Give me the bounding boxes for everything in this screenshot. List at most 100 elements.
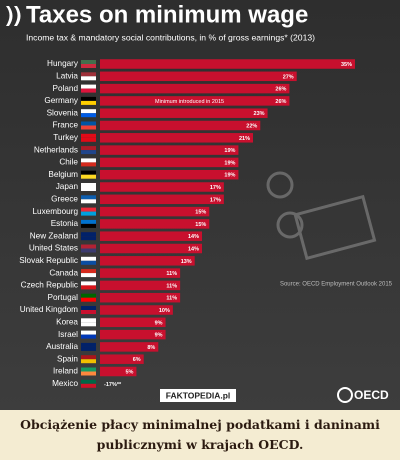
bar: [100, 108, 268, 118]
watermark-box: [160, 389, 236, 402]
value-label: 15%: [195, 222, 206, 228]
bar: [100, 206, 210, 217]
bar: [100, 342, 159, 352]
flag-top: [81, 355, 96, 360]
bar: [100, 354, 144, 364]
value-label: 27%: [283, 74, 294, 80]
flag-bottom: [81, 346, 96, 351]
flag-top: [81, 207, 96, 212]
bar: [100, 243, 202, 254]
bar: [100, 194, 224, 205]
y-tick-label: Germany: [44, 96, 79, 105]
value-label: 10%: [159, 308, 170, 314]
chart: Taxes on minimum wage Income tax & manda…: [0, 0, 400, 410]
y-tick-label: Luxembourg: [32, 207, 78, 216]
subtitle: Income tax & mandatory social contributi…: [26, 32, 315, 42]
y-tick-label: Spain: [57, 354, 78, 363]
bar: [100, 219, 210, 229]
bar: [100, 120, 261, 131]
value-label: 26%: [275, 99, 286, 105]
flag-top: [81, 281, 96, 286]
bar: [100, 133, 253, 143]
flag-top: [81, 318, 96, 323]
value-label: 19%: [224, 160, 235, 166]
y-tick-label: France: [53, 121, 79, 130]
flag-bottom: [81, 174, 96, 179]
bar: [100, 83, 290, 94]
flag-top: [81, 244, 96, 249]
flag-bottom: [81, 322, 96, 327]
y-tick-label: Belgium: [48, 170, 78, 179]
y-tick-label: United Kingdom: [20, 305, 78, 314]
value-label: 17%: [210, 197, 221, 203]
flag-top: [81, 330, 96, 335]
bar: [100, 71, 297, 82]
value-label: 17%: [210, 185, 221, 191]
bar: [100, 145, 239, 155]
bar: [100, 280, 181, 291]
caption: Obciążenie płacy minimalnej podatkami i …: [0, 410, 400, 460]
flag-top: [81, 158, 96, 163]
value-label: 19%: [224, 148, 235, 154]
flag-bottom: [81, 125, 96, 130]
flag-bottom: [81, 248, 96, 253]
y-tick-label: Czech Republic: [21, 281, 78, 290]
bar: [100, 329, 166, 340]
y-tick-label: United States: [29, 244, 78, 253]
flag-top: [81, 306, 96, 310]
y-tick-label: Latvia: [56, 71, 78, 80]
flag-top: [81, 293, 96, 298]
flag-bottom: [81, 137, 96, 142]
flag-bottom: [81, 199, 96, 204]
y-tick-label: Ireland: [53, 367, 78, 376]
logo-ring: [337, 387, 353, 403]
y-tick-label: Hungary: [47, 59, 79, 68]
value-label: 11%: [166, 296, 177, 302]
bar: [100, 182, 224, 192]
y-tick-label: New Zealand: [30, 231, 79, 240]
flag-top: [81, 269, 96, 274]
bar: [100, 231, 202, 241]
flag-bottom: [81, 236, 96, 241]
y-tick-label: Turkey: [53, 133, 79, 142]
y-tick-label: Mexico: [52, 379, 78, 388]
flag-top: [81, 96, 96, 101]
logo: OECD: [354, 388, 389, 402]
flag-bottom: [81, 150, 96, 155]
value-label: 9%: [155, 320, 163, 326]
y-tick-label: Slovenia: [47, 108, 79, 117]
flag-top: [81, 84, 96, 89]
flag-bottom: [81, 76, 96, 81]
flag-top: [81, 219, 96, 224]
value-label: 11%: [166, 283, 177, 289]
y-tick-label: Estonia: [51, 219, 79, 228]
y-tick-label: Greece: [51, 194, 78, 203]
flag-bottom: [81, 310, 96, 314]
y-tick-label: Netherlands: [34, 145, 78, 154]
flag-top: [81, 367, 96, 372]
y-tick-label: Poland: [53, 84, 79, 93]
value-label: 15%: [195, 210, 206, 216]
value-label: 6%: [133, 357, 141, 363]
flag-bottom: [81, 297, 96, 302]
flag-top: [81, 109, 96, 114]
flag-bottom: [81, 383, 96, 388]
flag-top: [81, 342, 96, 347]
value-label: 5%: [125, 369, 133, 375]
flag-top: [81, 379, 96, 384]
value-label: 11%: [166, 271, 177, 277]
bar: [100, 96, 290, 106]
flag-top: [81, 121, 96, 126]
flag-top: [81, 256, 96, 261]
y-tick-label: Portugal: [48, 293, 79, 302]
watermark: FAKTOPEDIA.pl: [166, 390, 231, 400]
bar: [100, 305, 173, 315]
value-label: 23%: [254, 111, 265, 117]
bar: [100, 256, 195, 266]
bar: [100, 379, 101, 389]
y-tick-label: Slovak Republic: [19, 256, 78, 265]
bar: [100, 292, 181, 303]
value-label: 19%: [224, 173, 235, 179]
flag-top: [81, 133, 96, 138]
